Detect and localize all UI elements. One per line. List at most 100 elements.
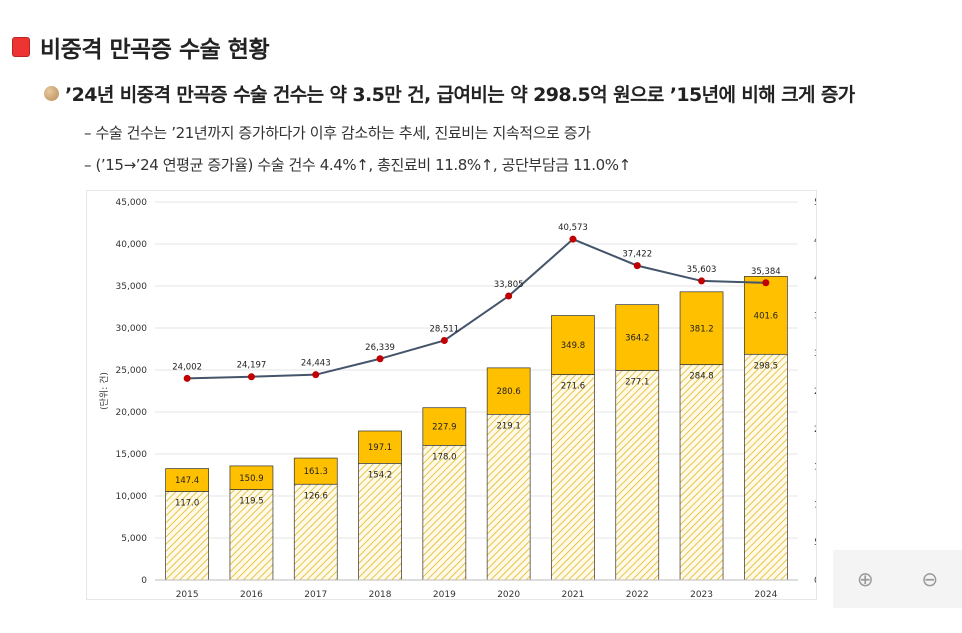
zoom-in-icon[interactable]: ⊕	[856, 567, 874, 591]
x-tick-label: 2023	[690, 590, 713, 599]
x-tick-label: 2015	[176, 590, 199, 599]
bullet-dot-icon	[44, 86, 59, 101]
line-marker	[183, 374, 191, 382]
x-tick-label: 2016	[240, 590, 263, 599]
y2-tick-label: 300	[814, 349, 816, 359]
bar-burden-label: 119.5	[239, 497, 263, 507]
y-tick-label: 45,000	[116, 198, 148, 208]
x-tick-label: 2019	[433, 590, 456, 599]
bar-burden	[615, 370, 660, 581]
line-data-label: 26,339	[365, 343, 395, 353]
x-tick-label: 2017	[304, 590, 327, 599]
line-data-label: 35,603	[687, 265, 717, 275]
x-tick-label: 2021	[561, 590, 584, 599]
y2-tick-label: 200	[814, 425, 816, 435]
bar-burden	[679, 364, 724, 581]
bar-burden-label: 154.2	[368, 470, 392, 480]
line-marker	[762, 279, 770, 287]
y2-tick-label: 150	[814, 463, 816, 473]
bar-burden-label: 178.0	[432, 452, 456, 462]
x-tick-label: 2018	[369, 590, 392, 599]
line-marker	[505, 292, 513, 300]
line-data-label: 28,511	[429, 325, 459, 335]
bar-burden	[486, 414, 531, 581]
y-tick-label: 25,000	[116, 366, 148, 376]
bar-total	[551, 315, 595, 376]
bar-total-label: 364.2	[625, 334, 649, 344]
x-tick-label: 2022	[626, 590, 649, 599]
bar-total-label: 381.2	[689, 324, 713, 334]
bar-total	[486, 367, 531, 415]
line-data-label: 24,002	[172, 362, 202, 372]
line-marker	[633, 262, 641, 270]
y2-tick-label: 250	[814, 387, 816, 397]
line-marker	[698, 277, 706, 285]
bar-burden-label: 219.1	[496, 421, 520, 431]
section-heading: 비중격 만곡증 수술 현황	[12, 30, 270, 64]
bullet-2: – (’15→’24 연평균 증가율) 수술 건수 4.4%↑, 총진료비 11…	[84, 156, 631, 174]
red-square-icon	[12, 37, 30, 57]
x-tick-label: 2020	[497, 590, 520, 599]
line-data-label: 24,197	[237, 361, 267, 371]
bar-burden	[165, 491, 210, 581]
bar-total	[358, 430, 402, 464]
bar-burden	[358, 463, 402, 581]
line-surgery-count	[187, 238, 766, 380]
bar-burden-label: 277.1	[625, 378, 649, 388]
bar-total-label: 280.6	[496, 387, 520, 397]
y2-tick-label: 100	[814, 500, 816, 510]
bar-burden-label: 117.0	[175, 499, 199, 509]
line-marker	[376, 355, 384, 363]
y2-tick-label: 50	[814, 538, 816, 548]
bar-burden-label: 271.6	[561, 382, 585, 392]
bar-burden	[293, 483, 338, 581]
bar-total	[679, 291, 724, 366]
y-tick-label: 15,000	[116, 450, 148, 460]
bar-total	[615, 304, 660, 371]
line-data-label: 40,573	[558, 223, 588, 233]
y-tick-label: 35,000	[116, 282, 148, 292]
zoom-controls: ⊕ ⊖	[833, 550, 962, 608]
x-tick-label: 2024	[754, 590, 777, 599]
summary-text: ’24년 비중격 만곡증 수술 건수는 약 3.5만 건, 급여비는 약 298…	[65, 84, 855, 106]
bar-total-label: 197.1	[368, 443, 392, 453]
bar-total-label: 401.6	[754, 311, 778, 321]
bar-total-label: 227.9	[432, 423, 456, 433]
y-tick-label: 40,000	[116, 240, 148, 250]
bar-total-label: 349.8	[561, 341, 585, 351]
bar-total	[743, 276, 788, 355]
y-tick-label: 20,000	[116, 408, 148, 418]
line-data-label: 37,422	[622, 250, 652, 260]
y2-tick-label: 0	[814, 576, 816, 586]
bar-total-label: 150.9	[239, 474, 263, 484]
bar-burden	[551, 374, 595, 581]
line-marker	[247, 373, 255, 381]
y2-tick-label: 450	[814, 236, 816, 246]
line-marker	[440, 337, 448, 345]
bar-burden-label: 298.5	[754, 361, 778, 371]
line-marker	[569, 235, 577, 243]
bar-total	[422, 407, 467, 446]
zoom-out-icon[interactable]: ⊖	[921, 567, 939, 591]
line-data-label: 33,805	[494, 280, 524, 290]
y-tick-label: 0	[141, 576, 147, 586]
bar-burden	[422, 445, 467, 581]
y2-tick-label: 400	[814, 274, 816, 284]
bar-burden-label: 126.6	[304, 491, 328, 501]
chart-frame: 0 5,000 10,000 15,000 20,000 25,000 30,000 35,0…	[86, 190, 847, 620]
line-data-label: 35,384	[751, 267, 781, 277]
heading-text: 비중격 만곡증 수술 현황	[40, 37, 270, 63]
y2-tick-label: 500	[814, 198, 816, 208]
line-data-label: 24,443	[301, 359, 331, 369]
y-tick-label: 5,000	[121, 534, 147, 544]
line-marker	[312, 371, 320, 379]
y2-tick-label: 350	[814, 311, 816, 321]
bar-total-label: 161.3	[304, 467, 328, 477]
bar-burden	[743, 353, 788, 581]
combo-chart: 0 5,000 10,000 15,000 20,000 25,000 30,000 35,0…	[99, 198, 847, 620]
y-axis-label: (단위: 건)	[99, 372, 110, 410]
bar-total-label: 147.4	[175, 476, 199, 486]
bar-burden-label: 284.8	[689, 372, 713, 382]
y-tick-label: 30,000	[116, 324, 148, 334]
y-tick-label: 10,000	[116, 492, 148, 502]
